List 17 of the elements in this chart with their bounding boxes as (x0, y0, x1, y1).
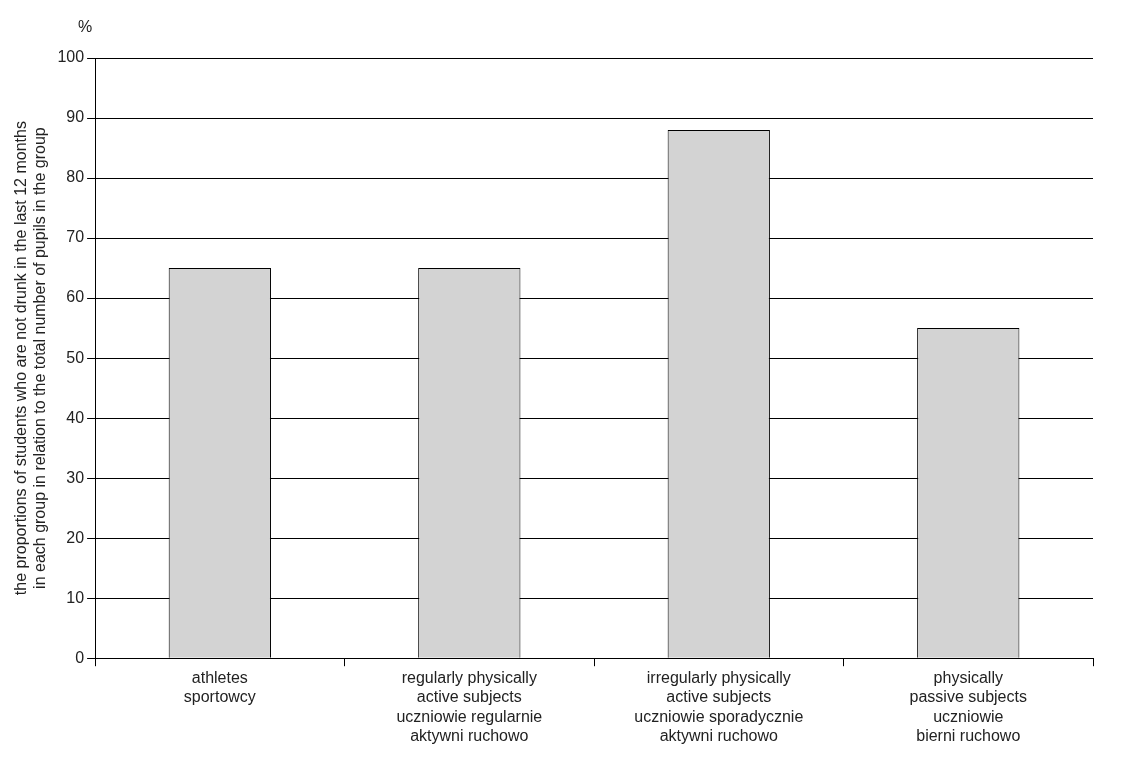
y-tick-label: 40 (66, 408, 85, 426)
y-axis-title: the proportions of students who are not drunk in the last 12 months in each group in relation to the total number of pupils in the group (12, 121, 49, 596)
y-tick-label: 70 (66, 228, 85, 246)
y-tick-label: 100 (57, 48, 85, 66)
y-tick-label: 90 (66, 108, 85, 126)
y-tick-label: 60 (66, 288, 85, 306)
y-tick-label: 50 (66, 348, 85, 366)
y-tick-label: 30 (66, 468, 85, 486)
y-tick-label: 10 (66, 588, 85, 606)
text: % (77, 18, 93, 36)
x-tick-label: athletes sportowcy (183, 669, 256, 706)
x-tick-label: physically passive subjects uczniowie bierni ruchowo (909, 669, 1027, 744)
y-tick-label: 0 (75, 648, 85, 666)
y-tick-label: 20 (66, 528, 85, 546)
x-tick-label: regularly physically active subjects uczniowie regularnie aktywni ruchowo (396, 669, 543, 744)
x-tick-label: irregularly physically active subjects uczniowie sporadycznie aktywni ruchowo (634, 669, 804, 744)
y-tick-label: 80 (66, 168, 85, 186)
